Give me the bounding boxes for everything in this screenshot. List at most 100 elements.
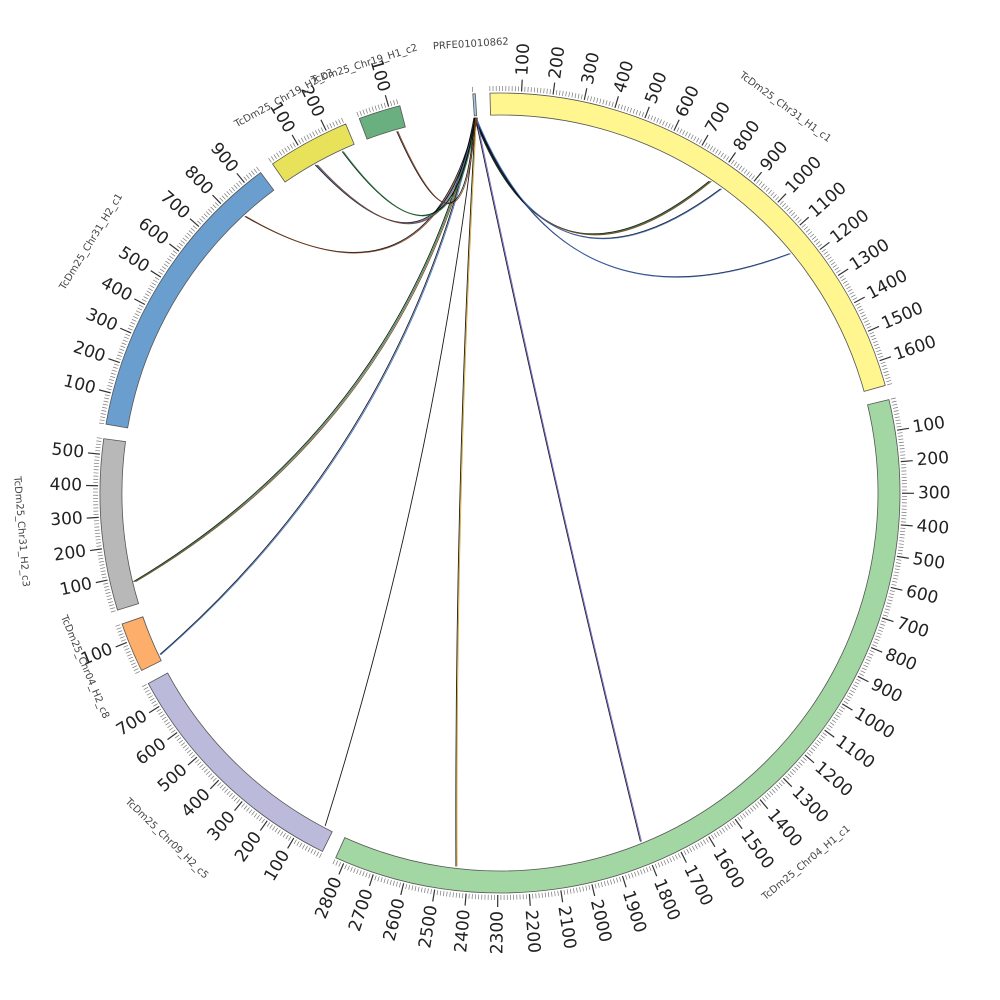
minor-tick	[757, 801, 762, 806]
minor-tick	[99, 422, 105, 425]
minor-tick	[143, 686, 149, 690]
tick-label: 700	[156, 187, 194, 223]
minor-tick	[163, 719, 169, 723]
link-tcdm25-chr04-h1-c1-2440	[456, 117, 477, 867]
minor-tick	[186, 749, 192, 754]
link-tcdm25-chr19-h2-c3-220	[342, 117, 477, 217]
minor-tick	[199, 218, 204, 223]
tick-label: 1600	[708, 845, 748, 892]
minor-tick	[98, 557, 104, 560]
minor-tick	[455, 892, 457, 898]
tick-label: 1300	[788, 782, 833, 827]
minor-tick	[226, 191, 231, 196]
tick-label: 2500	[415, 904, 442, 950]
minor-tick	[813, 238, 819, 243]
major-tick	[168, 243, 180, 252]
minor-tick	[544, 892, 547, 898]
minor-tick	[707, 144, 711, 149]
minor-tick	[338, 861, 342, 867]
tick-label: 100	[61, 371, 97, 398]
minor-tick	[761, 183, 765, 188]
minor-tick	[861, 667, 867, 671]
minor-tick	[123, 645, 129, 648]
minor-tick	[793, 214, 798, 219]
minor-tick	[197, 220, 202, 225]
minor-tick	[574, 93, 577, 99]
minor-tick	[825, 253, 830, 258]
minor-tick	[231, 795, 236, 800]
major-tick	[259, 820, 268, 831]
minor-tick	[219, 784, 224, 789]
minor-tick	[833, 716, 839, 721]
minor-tick	[892, 580, 898, 583]
minor-tick	[167, 258, 172, 262]
minor-tick	[359, 110, 362, 116]
minor-tick	[729, 822, 734, 828]
minor-tick	[870, 334, 876, 338]
minor-tick	[231, 186, 236, 192]
minor-tick	[125, 333, 131, 337]
minor-tick	[243, 176, 248, 181]
minor-tick	[712, 147, 716, 153]
minor-tick	[374, 875, 377, 881]
minor-tick	[897, 435, 904, 437]
major-tick	[212, 194, 222, 205]
minor-tick	[747, 809, 752, 814]
major-tick	[320, 119, 327, 131]
minor-tick	[656, 118, 659, 123]
minor-tick	[393, 100, 396, 106]
minor-tick	[212, 777, 217, 782]
tick-label: 1100	[832, 732, 879, 774]
minor-tick	[579, 886, 581, 893]
minor-tick	[182, 744, 188, 749]
tick-label: 800	[882, 644, 920, 675]
minor-tick	[128, 656, 134, 660]
minor-tick	[899, 444, 905, 447]
tick-label: 100	[911, 413, 946, 438]
minor-tick	[443, 891, 445, 897]
major-tick	[108, 358, 120, 364]
minor-tick	[852, 297, 858, 301]
contig-tcdm25-chr04-h1-c1	[335, 399, 901, 894]
minor-tick	[563, 889, 566, 895]
minor-tick	[392, 880, 395, 886]
minor-tick	[743, 169, 748, 174]
minor-tick	[899, 537, 905, 539]
tick-label: 900	[206, 139, 242, 177]
minor-tick	[281, 149, 285, 154]
minor-tick	[634, 871, 637, 877]
minor-tick	[160, 714, 165, 718]
minor-tick	[847, 288, 853, 293]
tick-label: 800	[180, 162, 217, 199]
tick-label: 400	[178, 785, 215, 822]
minor-tick	[383, 878, 386, 884]
minor-tick	[854, 681, 860, 685]
minor-tick	[107, 598, 113, 601]
minor-tick	[873, 343, 879, 347]
major-tick	[150, 270, 162, 278]
minor-tick	[878, 626, 884, 629]
minor-tick	[256, 166, 260, 172]
minor-tick	[807, 231, 813, 235]
major-tick	[804, 754, 815, 764]
minor-tick	[835, 714, 840, 718]
minor-tick	[95, 539, 101, 541]
minor-tick	[105, 592, 111, 594]
minor-tick	[787, 773, 792, 778]
minor-tick	[96, 542, 102, 544]
minor-tick	[138, 304, 144, 308]
minor-tick	[705, 838, 709, 843]
tick-label: 900	[756, 138, 792, 176]
minor-tick	[836, 711, 842, 715]
minor-tick	[891, 400, 897, 403]
minor-tick	[98, 561, 104, 563]
major-tick	[552, 82, 556, 95]
tick-label: 600	[904, 581, 940, 608]
tick-label: 400	[610, 59, 638, 96]
tick-label: 1300	[846, 235, 893, 275]
minor-tick	[897, 552, 903, 555]
minor-tick	[233, 184, 238, 190]
minor-tick	[117, 354, 122, 357]
tick-label: 1900	[618, 888, 650, 935]
minor-tick	[882, 614, 888, 617]
